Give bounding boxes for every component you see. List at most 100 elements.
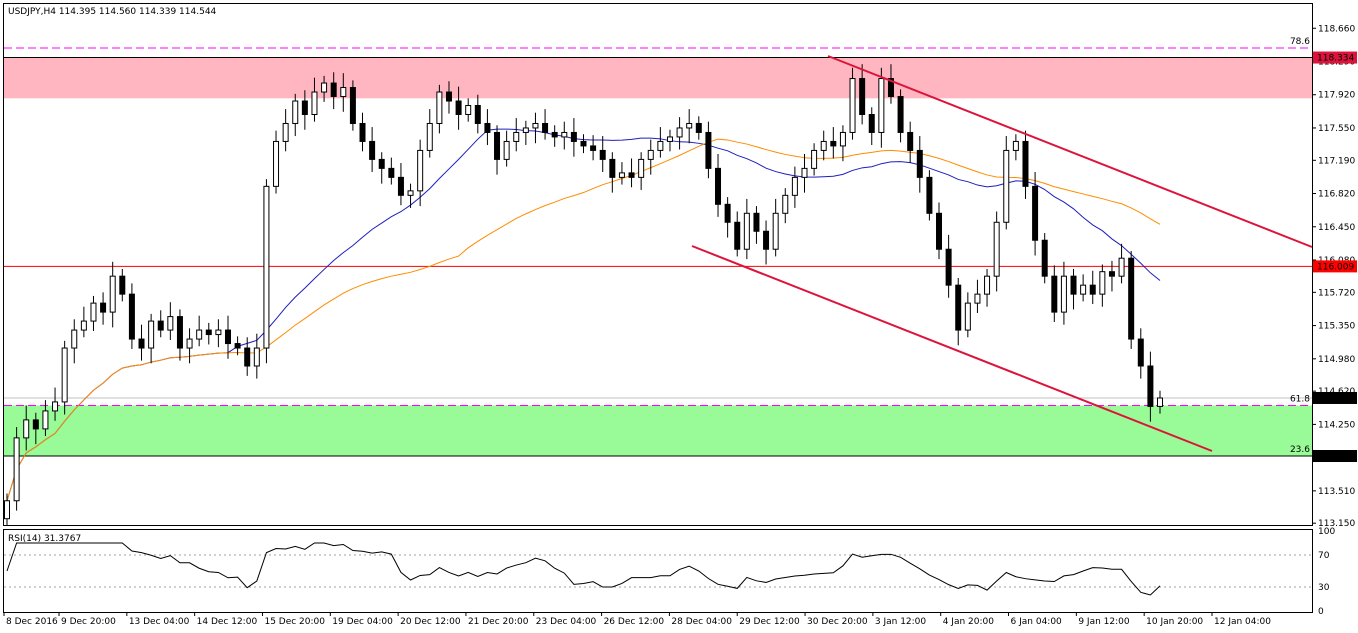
candle-body [638,158,645,178]
time-label: 15 Dec 20:00 [264,617,325,627]
price-tick-label: 115.720 [1318,288,1355,298]
candle-body [80,320,87,331]
time-label: 26 Dec 12:00 [604,617,665,627]
time-label: 14 Dec 12:00 [197,617,258,627]
candle-body [926,176,933,214]
candle-body [647,149,654,160]
candle-body [974,293,981,304]
time-label: 12 Jan 04:00 [1214,617,1271,627]
candle-body [13,437,20,502]
candle-body [61,347,68,403]
candle-body [734,221,741,250]
candle-body [359,122,366,142]
candle-body [244,347,251,367]
time-label: 10 Jan 20:00 [1146,617,1203,627]
candle-body [878,78,885,133]
candle-body [513,131,520,142]
candle-body [753,212,760,232]
candle-body [100,302,107,313]
candle-body [657,140,664,151]
candle-body [176,316,183,349]
candle-body [964,302,971,331]
candle-body [32,419,39,430]
candle-body [1060,275,1067,313]
candle-body [71,329,78,349]
price-tick-label: 117.920 [1318,91,1355,101]
time-label: 29 Dec 12:00 [739,617,800,627]
candle-body [301,100,308,115]
candle-body [426,122,433,151]
candle-body [666,136,673,142]
rsi-panel-frame [3,529,1313,613]
time-label: 30 Dec 20:00 [807,617,868,627]
candle-body [955,284,962,331]
candle-body [618,172,625,178]
time-label: 13 Dec 04:00 [129,617,190,627]
candle-body [1157,397,1163,407]
candle-body [830,140,837,147]
candle-body [1070,275,1077,295]
candle-body [695,122,702,133]
candle-body [407,190,414,196]
candle-body [330,82,337,98]
price-tick-label: 115.350 [1318,322,1355,332]
candle-body [1099,271,1106,295]
candle-body [590,145,597,151]
channel-lines [691,55,1313,452]
candle-body [551,131,558,138]
candle-body [782,194,789,214]
chart-title: USDJPY,H4 114.395 114.560 114.339 114.54… [8,7,217,17]
candle-body [465,105,472,115]
candle-body [1118,257,1125,277]
candle-body [724,203,731,223]
time-label: 9 Dec 20:00 [61,617,116,627]
candle-body [138,338,145,349]
candle-body [397,176,404,196]
candle-body [388,167,395,178]
candle-body [215,329,222,336]
price-tick-label: 118.660 [1318,24,1355,34]
time-axis: 8 Dec 2016 9 Dec 20:00 13 Dec 04:00 14 Dec … [3,612,1271,627]
candle-body [686,122,693,129]
time-label: 20 Dec 12:00 [400,617,461,627]
candle-body [887,78,894,98]
candle-body [253,347,260,367]
candle-body [609,158,616,178]
candle-body [224,329,231,345]
time-label: 21 Dec 20:00 [468,617,529,627]
fib-label-61.8: 61.8 [1290,395,1310,405]
rsi-tick-label: 70 [1318,551,1330,561]
candle-body [868,113,875,133]
candle-body [369,140,376,160]
candle-body [791,176,798,196]
candle-body [839,131,846,147]
candle-body [1041,239,1048,277]
rsi-layer: 100 70 30 0 [4,527,1335,617]
candle-body [984,275,991,295]
candle-body [484,122,491,133]
candle-body [1012,140,1019,151]
candle-body [263,185,270,349]
rsi-tick-label: 0 [1318,607,1324,617]
level-label-113.898: 113.898 [1317,452,1354,462]
candle-body [897,96,904,133]
candle-body [494,131,501,160]
level-label-114.544: 114.544 [1317,394,1354,404]
time-label: 3 Jan 12:00 [875,617,927,627]
candle-body [993,221,1000,277]
candle-body [715,167,722,205]
candle-body [1128,257,1135,340]
channel-lower-line[interactable] [691,245,1213,452]
level-label-box-114.544 [1313,391,1357,404]
candles-layer [4,64,1163,526]
candle-body [1137,338,1144,367]
candle-body [109,275,116,313]
candle-body [599,149,606,160]
candle-body [4,500,10,520]
candle-body [90,302,97,322]
level-label-box-116.009 [1313,260,1357,273]
channel-upper-line[interactable] [827,55,1313,248]
resistance-zone [4,57,1312,99]
candle-body [167,316,174,331]
